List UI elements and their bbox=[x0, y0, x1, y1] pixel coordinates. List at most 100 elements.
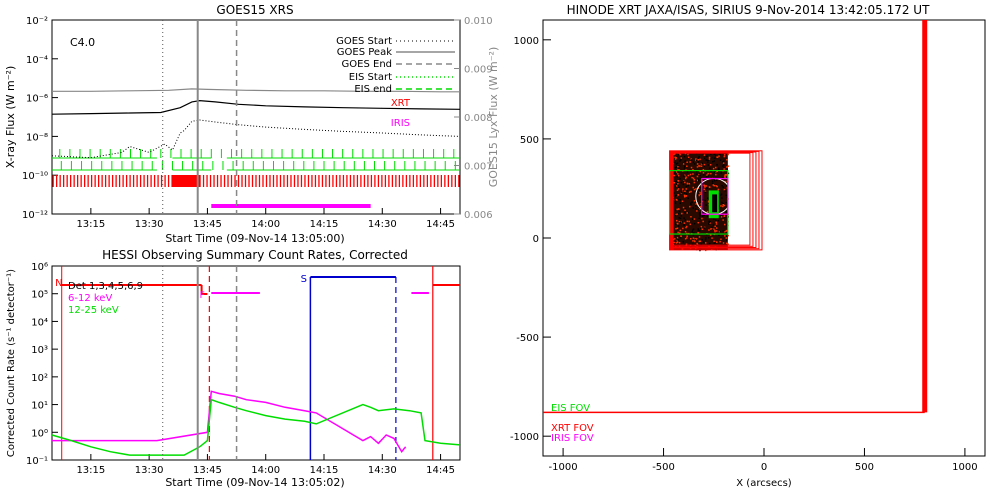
xrt-image-speck bbox=[683, 194, 686, 197]
xrt-image-speck bbox=[677, 183, 679, 185]
xrt-image-speck bbox=[713, 157, 716, 159]
xrt-image-speck bbox=[677, 173, 679, 175]
xrt-x-axis: -1000 -500 0 500 1000 bbox=[549, 448, 978, 473]
xrt-image-speck bbox=[725, 211, 728, 213]
xrt-image-speck bbox=[679, 193, 681, 196]
xrt-image-speck bbox=[679, 160, 681, 162]
xrt-image-speck bbox=[708, 229, 710, 231]
xrt-image-speck bbox=[725, 230, 727, 232]
xrt-image-speck bbox=[722, 204, 724, 206]
xrt-image-speck bbox=[692, 228, 695, 230]
xrt-image-speck bbox=[698, 240, 701, 243]
xrt-image-speck bbox=[695, 194, 698, 196]
xrt-image-speck bbox=[726, 239, 728, 241]
xrt-image-speck bbox=[693, 232, 695, 234]
xrt-image-speck bbox=[674, 242, 676, 245]
xrt-image-speck bbox=[684, 212, 686, 214]
xrt-image-speck bbox=[699, 158, 701, 161]
xrt-image-speck bbox=[686, 212, 688, 214]
xrt-image-speck bbox=[724, 181, 727, 183]
goes-ytick-label: 10⁻¹² bbox=[22, 210, 48, 221]
flare-flag-label: F bbox=[200, 291, 205, 301]
xrt-image-speck bbox=[715, 156, 717, 159]
xrt-image-speck bbox=[679, 222, 682, 224]
xrt-image-speck bbox=[721, 201, 723, 204]
xrt-image-speck bbox=[700, 165, 703, 167]
xrt-image-speck bbox=[692, 237, 695, 239]
xrt-image-speck bbox=[696, 236, 698, 239]
xrt-image-speck bbox=[714, 241, 717, 244]
xrt-image-speck bbox=[676, 208, 678, 211]
xrt-image-speck bbox=[727, 172, 730, 175]
xrt-fov-boxes bbox=[543, 20, 928, 414]
xrt-image-speck bbox=[726, 184, 728, 187]
hessi-series-line-1 bbox=[51, 398, 461, 456]
xrt-image-speck bbox=[725, 237, 727, 239]
xrt-image-speck bbox=[672, 238, 675, 241]
night-flag-label: N bbox=[55, 278, 62, 289]
xrt-image-speck bbox=[687, 153, 689, 156]
xrt-image-speck bbox=[720, 237, 722, 239]
xrt-image-speck bbox=[685, 185, 688, 188]
xrt-image-speck bbox=[715, 185, 717, 187]
xrt-image-speck bbox=[685, 176, 687, 178]
xrt-image-speck bbox=[707, 164, 710, 166]
xrt-image-speck bbox=[686, 161, 688, 163]
xrt-image-speck bbox=[713, 240, 715, 243]
xrt-image-speck bbox=[708, 237, 710, 239]
xrt-image-speck bbox=[675, 213, 677, 216]
xrt-image-speck bbox=[673, 174, 675, 177]
xrt-image-speck bbox=[674, 181, 677, 183]
xrt-image-speck bbox=[697, 209, 700, 211]
xrt-image-speck bbox=[704, 191, 707, 194]
xrt-solar-image bbox=[669, 150, 733, 252]
xrt-image-speck bbox=[708, 220, 710, 223]
xrt-image-speck bbox=[724, 223, 726, 226]
xrt-image-speck bbox=[700, 227, 702, 229]
xrt-image-speck bbox=[684, 174, 686, 177]
hessi-title: HESSI Observing Summary Count Rates, Cor… bbox=[102, 248, 408, 262]
xrt-image-speck bbox=[677, 166, 679, 168]
xrt-image-speck bbox=[698, 236, 701, 238]
xrt-image-speck bbox=[683, 167, 686, 169]
goes-y2tick-label: 0.010 bbox=[464, 16, 493, 27]
xrt-image-speck bbox=[707, 197, 709, 199]
xrt-image-speck bbox=[676, 199, 678, 201]
xrt-image-speck bbox=[719, 240, 721, 243]
xrt-image-speck bbox=[676, 181, 679, 184]
hessi-legend-label: 6-12 keV bbox=[68, 293, 112, 304]
xrt-image-speck bbox=[679, 202, 682, 204]
xrt-image-speck bbox=[717, 219, 720, 222]
xrt-image-speck bbox=[716, 163, 718, 166]
xrt-image-speck bbox=[725, 194, 727, 197]
xrt-image-speck bbox=[698, 189, 700, 191]
xrt-image-speck bbox=[690, 202, 692, 204]
xrt-image-speck bbox=[691, 201, 693, 203]
xrt-image-speck bbox=[679, 178, 681, 180]
xrt-image-speck bbox=[679, 217, 682, 220]
xrt-image-speck bbox=[723, 215, 725, 218]
xrt-image-speck bbox=[697, 157, 700, 159]
xrt-image-speck bbox=[690, 238, 692, 240]
xrt-image-speck bbox=[718, 168, 720, 171]
xrt-image-speck bbox=[674, 161, 676, 164]
xrt-image-speck bbox=[724, 235, 726, 237]
xrt-image-speck bbox=[686, 190, 689, 192]
goes-xtick-label: 14:45 bbox=[426, 219, 455, 230]
xrt-image-speck bbox=[715, 223, 718, 225]
xrt-image-speck bbox=[715, 230, 718, 232]
xrt-image-speck bbox=[716, 156, 718, 158]
eis-slit bbox=[712, 194, 718, 213]
xrt-image-speck bbox=[718, 167, 720, 169]
xrt-image-speck bbox=[684, 209, 686, 211]
xrt-image-speck bbox=[679, 153, 681, 156]
xrt-image-speck bbox=[677, 167, 680, 169]
xrt-image-speck bbox=[692, 218, 694, 220]
xrt-image-speck bbox=[686, 171, 689, 173]
xrt-image-speck bbox=[713, 218, 715, 221]
xrt-image-speck bbox=[719, 194, 722, 196]
xrt-image-speck bbox=[691, 176, 693, 179]
xrt-image-speck bbox=[727, 153, 729, 156]
xrt-image-speck bbox=[685, 226, 687, 229]
